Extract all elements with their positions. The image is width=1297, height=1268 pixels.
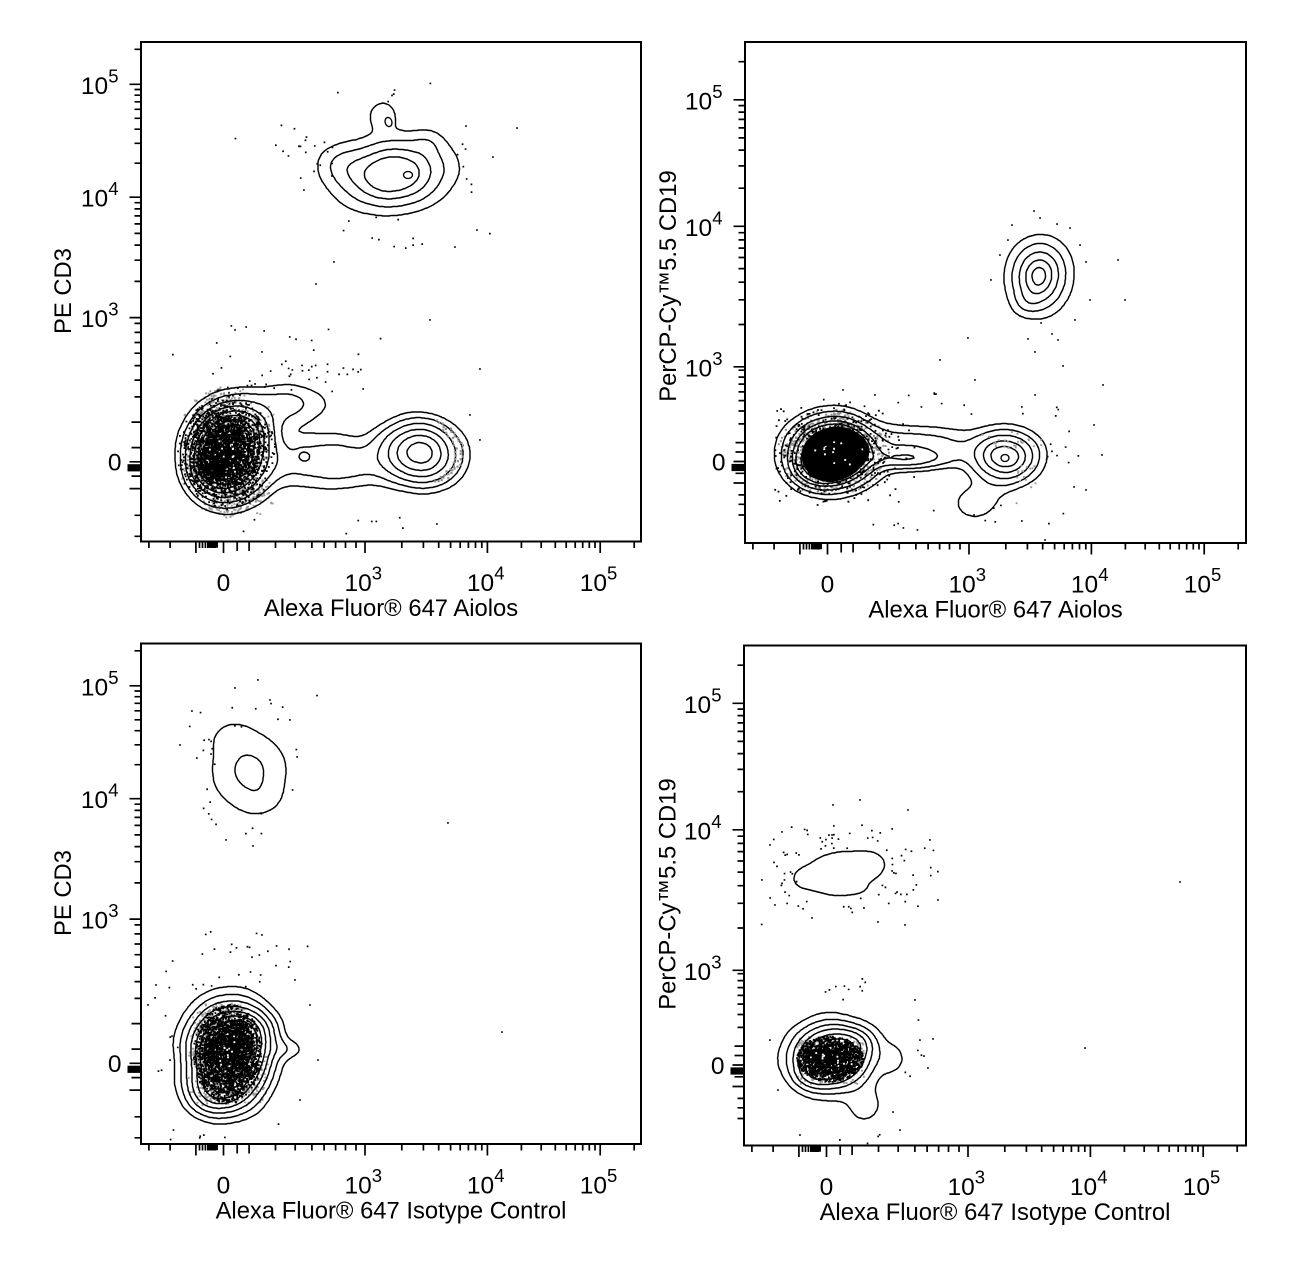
svg-text:Alexa Fluor® 647 Isotype Contr: Alexa Fluor® 647 Isotype Control: [216, 1198, 567, 1225]
svg-text:4: 4: [108, 780, 118, 801]
svg-text:3: 3: [711, 951, 721, 972]
svg-text:4: 4: [1097, 1167, 1107, 1188]
svg-text:4: 4: [711, 811, 721, 832]
svg-text:3: 3: [108, 900, 118, 921]
svg-text:10: 10: [580, 1173, 607, 1200]
svg-text:5: 5: [1210, 1167, 1220, 1188]
svg-text:4: 4: [494, 1165, 504, 1186]
svg-text:5: 5: [607, 1165, 617, 1186]
svg-text:10: 10: [1184, 572, 1211, 599]
svg-text:PE CD3: PE CD3: [50, 248, 77, 334]
svg-text:0: 0: [217, 570, 231, 597]
svg-text:10: 10: [685, 215, 712, 242]
svg-text:10: 10: [81, 73, 108, 100]
svg-text:10: 10: [81, 787, 108, 814]
svg-text:0: 0: [217, 1173, 231, 1200]
svg-text:5: 5: [607, 563, 617, 584]
svg-text:10: 10: [1070, 1174, 1097, 1201]
svg-text:10: 10: [949, 572, 976, 599]
svg-text:10: 10: [1071, 572, 1098, 599]
svg-text:4: 4: [108, 178, 118, 199]
svg-text:5: 5: [108, 65, 118, 86]
svg-text:4: 4: [494, 563, 504, 584]
svg-text:5: 5: [108, 667, 118, 688]
svg-text:10: 10: [948, 1174, 975, 1201]
svg-text:PerCP-Cy™5.5 CD19: PerCP-Cy™5.5 CD19: [655, 778, 682, 1009]
svg-text:10: 10: [81, 306, 108, 333]
svg-text:0: 0: [712, 449, 726, 476]
svg-text:10: 10: [580, 570, 607, 597]
svg-text:10: 10: [684, 818, 711, 845]
svg-text:Alexa Fluor® 647 Isotype Contr: Alexa Fluor® 647 Isotype Control: [820, 1199, 1171, 1226]
svg-text:3: 3: [108, 299, 118, 320]
svg-text:10: 10: [345, 570, 372, 597]
svg-text:4: 4: [1098, 564, 1108, 585]
svg-text:10: 10: [81, 186, 108, 213]
svg-text:3: 3: [712, 348, 722, 369]
svg-text:PE CD3: PE CD3: [50, 850, 77, 936]
svg-text:10: 10: [81, 908, 108, 935]
svg-text:5: 5: [712, 81, 722, 102]
svg-text:10: 10: [81, 674, 108, 701]
svg-text:3: 3: [975, 1167, 985, 1188]
svg-text:10: 10: [684, 959, 711, 986]
svg-text:10: 10: [685, 355, 712, 382]
svg-text:0: 0: [820, 1174, 834, 1201]
svg-text:5: 5: [711, 684, 721, 705]
svg-text:0: 0: [108, 1051, 122, 1078]
svg-text:Alexa Fluor® 647 Aiolos: Alexa Fluor® 647 Aiolos: [868, 597, 1122, 624]
svg-text:3: 3: [372, 1165, 382, 1186]
svg-text:0: 0: [108, 450, 122, 477]
svg-text:0: 0: [821, 572, 835, 599]
svg-text:5: 5: [1211, 564, 1221, 585]
svg-text:10: 10: [685, 88, 712, 115]
svg-text:4: 4: [712, 207, 722, 228]
svg-text:10: 10: [345, 1173, 372, 1200]
svg-text:0: 0: [711, 1053, 725, 1080]
svg-text:PerCP-Cy™5.5 CD19: PerCP-Cy™5.5 CD19: [655, 170, 682, 401]
svg-text:10: 10: [684, 692, 711, 719]
svg-text:10: 10: [1183, 1174, 1210, 1201]
svg-text:10: 10: [467, 570, 494, 597]
svg-text:3: 3: [372, 563, 382, 584]
svg-text:10: 10: [467, 1173, 494, 1200]
svg-text:Alexa Fluor® 647 Aiolos: Alexa Fluor® 647 Aiolos: [264, 595, 518, 622]
svg-text:3: 3: [976, 564, 986, 585]
